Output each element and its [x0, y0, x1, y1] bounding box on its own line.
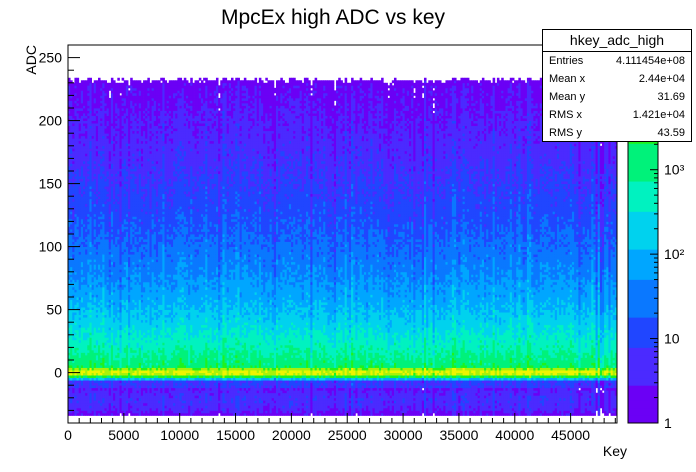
heatmap-cell [122, 78, 125, 81]
heatmap-cell [107, 90, 110, 93]
heatmap-cell [111, 78, 114, 81]
heatmap-cell [130, 78, 133, 81]
heatmap-cell [107, 93, 110, 96]
heatmap-cell [89, 80, 92, 83]
heatmap-cell [77, 78, 80, 81]
heatmap-cell [139, 80, 142, 83]
heatmap-cell [126, 88, 129, 91]
heatmap-cell [113, 80, 116, 83]
heatmap-cell [89, 78, 92, 81]
y-axis-label: ADC [23, 45, 39, 75]
heatmap-cell [107, 95, 110, 98]
heatmap-cell [104, 80, 107, 83]
heatmap-cells [68, 78, 617, 416]
heatmap-cell [126, 80, 129, 83]
heatmap-cell [117, 93, 120, 96]
heatmap-cell [98, 78, 101, 81]
heatmap-cell [126, 413, 129, 416]
heatmap-cell [126, 83, 129, 86]
x-axis-label: Key [603, 443, 627, 459]
chart-title: MpcEx high ADC vs key [221, 6, 446, 29]
heatmap-cell [117, 413, 120, 416]
heatmap-cell [77, 80, 80, 83]
heatmap-cell [117, 78, 120, 81]
